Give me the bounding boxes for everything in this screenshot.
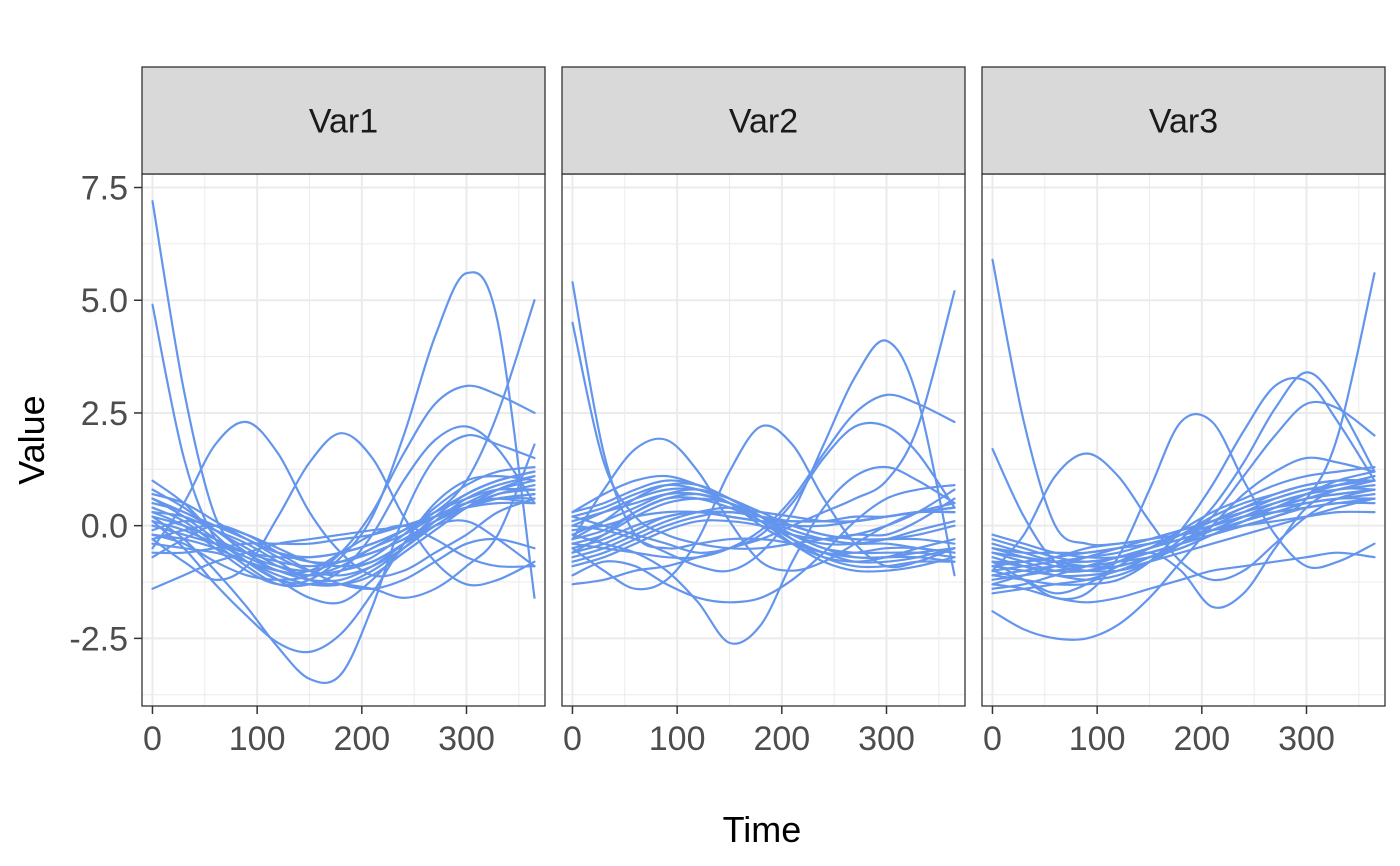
x-tick-label: 300 — [438, 720, 495, 758]
x-axis-title: Time — [723, 809, 802, 850]
minor-gridlines — [142, 174, 545, 706]
series-line-24 — [991, 497, 1376, 564]
y-axis-title: Value — [11, 395, 52, 484]
series-line-24 — [151, 470, 536, 583]
series-line-10 — [571, 484, 956, 604]
x-tick-label: 200 — [1173, 720, 1230, 758]
minor-gridlines — [562, 174, 965, 706]
panels-layer: Var1 Var2 Var3 — [134, 66, 1386, 714]
facet-strip — [561, 66, 966, 175]
series-line-6 — [571, 339, 956, 577]
series-lines — [571, 281, 956, 645]
facet-strip — [981, 66, 1386, 175]
y-tick-label: 7.5 — [81, 170, 128, 208]
series-line-19 — [991, 497, 1376, 559]
x-tick-label: 0 — [143, 720, 162, 758]
y-tick-label: 2.5 — [81, 395, 128, 433]
series-lines — [991, 258, 1376, 641]
panel-background — [142, 174, 545, 706]
facet-strip-label: Var3 — [1149, 103, 1218, 141]
x-tick-label: 0 — [563, 720, 582, 758]
series-line-23 — [571, 488, 956, 568]
series-line-25 — [991, 497, 1376, 595]
x-tick-label: 100 — [1069, 720, 1126, 758]
x-tick-label: 100 — [649, 720, 706, 758]
x-tick-label: 300 — [1278, 720, 1335, 758]
series-line-25 — [151, 493, 536, 559]
series-lines — [151, 200, 536, 685]
facet-panel-1: Var1 — [134, 66, 546, 714]
y-tick-label: 0.0 — [81, 508, 128, 546]
facet-panel-2: Var2 — [561, 66, 966, 714]
axis-labels-layer: 0 100 200 300 -2.5 0.0 2.5 5.0 7.5 0 100 200 300 0 100… — [69, 170, 1334, 758]
facet-strip-label: Var1 — [309, 103, 378, 141]
x-tick-label: 0 — [983, 720, 1002, 758]
series-line-10 — [991, 551, 1376, 604]
series-line-26 — [571, 510, 956, 554]
panel-background — [982, 174, 1385, 706]
major-gridlines — [142, 174, 545, 706]
series-line-24 — [571, 492, 956, 573]
series-line-26 — [151, 475, 536, 587]
y-tick-label: -2.5 — [69, 620, 128, 658]
series-line-9 — [571, 290, 956, 586]
series-line-23 — [991, 475, 1376, 586]
series-line-10 — [151, 299, 536, 590]
panel-background — [562, 174, 965, 706]
minor-gridlines — [982, 174, 1385, 706]
x-tick-label: 100 — [229, 720, 286, 758]
series-line-26 — [991, 488, 1376, 564]
x-tick-label: 300 — [858, 720, 915, 758]
y-tick-label: 5.0 — [81, 282, 128, 320]
facet-panel-3: Var3 — [981, 66, 1386, 714]
series-line-6 — [151, 433, 536, 685]
series-line-17 — [151, 479, 536, 577]
series-line-7 — [151, 271, 536, 599]
series-line-7 — [571, 393, 956, 560]
series-line-5 — [991, 456, 1376, 641]
facet-strip-label: Var2 — [729, 103, 798, 141]
x-tick-label: 200 — [753, 720, 810, 758]
facet-strip — [141, 66, 546, 175]
x-tick-label: 200 — [333, 720, 390, 758]
series-line-4 — [151, 432, 536, 587]
